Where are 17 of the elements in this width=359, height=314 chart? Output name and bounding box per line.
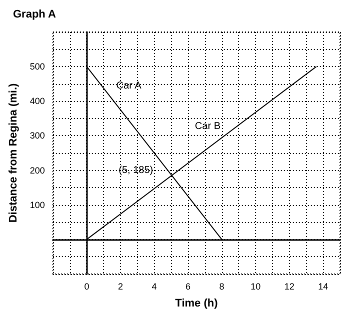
x-tick-label: 4 [152,282,157,292]
x-tick-label: 2 [118,282,123,292]
y-tick-label: 500 [30,62,45,72]
y-tick-label: 400 [30,96,45,106]
x-tick-label: 10 [250,282,261,292]
chart-title: Graph A [13,8,56,20]
x-tick-label: 6 [186,282,191,292]
y-tick-label: 300 [30,130,45,141]
series-label: Car B [194,121,221,132]
x-tick-label: 12 [284,282,294,292]
y-tick-label: 200 [30,165,45,176]
x-axis-title: Time (h) [175,298,218,310]
x-tick-label: 14 [318,282,328,292]
x-tick-label: 0 [84,282,90,292]
x-tick-label: 8 [219,282,224,292]
y-tick-label: 100 [30,200,45,210]
y-axis-title: Distance from Regina (mi.) [8,82,20,223]
